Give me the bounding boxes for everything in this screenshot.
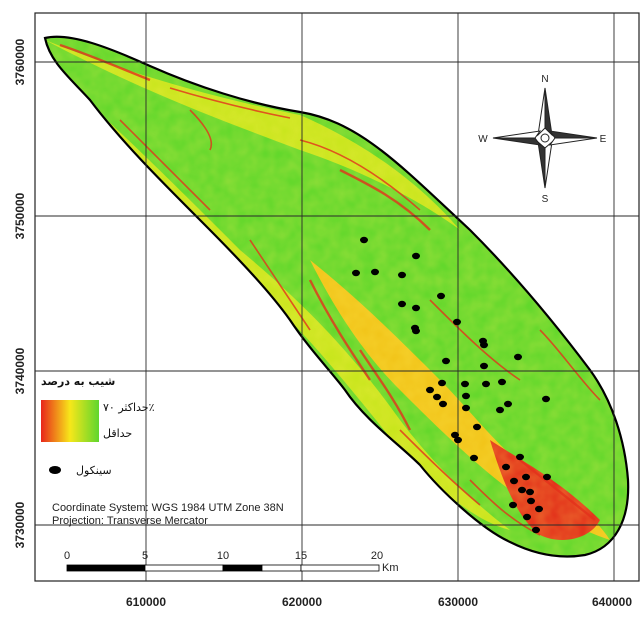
- legend-sinkhole-symbol: [49, 466, 61, 474]
- sinkhole-point: [412, 327, 420, 335]
- scale-label-10: 10: [217, 550, 229, 562]
- scale-seg-5-10: [144, 564, 224, 572]
- scale-label-5: 5: [142, 550, 148, 562]
- sinkhole-point: [398, 300, 406, 308]
- sinkhole-point: [462, 392, 470, 400]
- sinkhole-point: [438, 379, 446, 387]
- projection-text: Projection: Transverse Mercator: [52, 515, 208, 527]
- steep-ridge-lines: [59, 43, 601, 536]
- sinkhole-point: [371, 268, 379, 276]
- steep-ridge-line: [308, 279, 371, 381]
- sinkhole-point: [482, 380, 490, 388]
- sinkhole-point: [516, 453, 524, 461]
- north-label: N: [541, 74, 548, 85]
- sinkhole-point: [480, 362, 488, 370]
- sinkhole-point: [451, 431, 459, 439]
- steep-ridge-line: [249, 239, 311, 331]
- sinkhole-point: [454, 436, 462, 444]
- legend-title: شیب به درصد: [41, 375, 115, 388]
- scale-seg-10-15a: [222, 564, 263, 572]
- sinkhole-point: [542, 395, 550, 403]
- sinkhole-point: [496, 406, 504, 414]
- steep-ridge-line: [189, 109, 212, 151]
- sinkhole-point: [527, 497, 535, 505]
- steep-ridge-line: [469, 479, 541, 536]
- steep-ridge-line: [399, 429, 481, 506]
- sinkhole-point: [518, 486, 526, 494]
- sinkhole-point: [480, 341, 488, 349]
- sinkhole-point: [498, 378, 506, 386]
- sinkhole-point: [523, 513, 531, 521]
- legend-min-label: حداقل: [103, 427, 132, 440]
- sinkhole-point: [543, 473, 551, 481]
- sinkhole-point: [360, 236, 368, 244]
- sinkhole-point: [504, 400, 512, 408]
- sinkhole-point: [470, 454, 478, 462]
- scale-seg-0-5: [66, 564, 146, 572]
- coordinate-system-text: Coordinate System: WGS 1984 UTM Zone 38N: [52, 502, 284, 514]
- compass-rose-icon: [492, 87, 598, 189]
- legend: شیب به درصد حداکثر ۷۰٪ حداقل سینکول: [41, 375, 155, 477]
- sinkhole-point: [461, 380, 469, 388]
- west-label: W: [478, 134, 488, 145]
- steep-ridge-line: [429, 299, 521, 381]
- sinkhole-point: [412, 252, 420, 260]
- y-tick-3730000: 3730000: [13, 501, 27, 548]
- sinkhole-point: [509, 501, 517, 509]
- steep-ridge-line: [519, 459, 596, 521]
- sinkhole-point: [453, 318, 461, 326]
- sinkhole-point: [442, 357, 450, 365]
- sinkhole-point: [502, 463, 510, 471]
- legend-point-label: سینکول: [76, 464, 112, 477]
- sinkhole-point: [510, 477, 518, 485]
- sinkhole-point: [522, 473, 530, 481]
- x-tick-620000: 620000: [282, 595, 322, 609]
- legend-color-ramp: [41, 400, 99, 442]
- sinkhole-point: [473, 423, 481, 431]
- steep-ridge-line: [299, 139, 421, 211]
- scale-seg-10-15b: [261, 564, 302, 572]
- sinkhole-point: [532, 526, 540, 534]
- steep-ridge-line: [169, 87, 291, 119]
- sinkhole-points: [352, 236, 551, 534]
- y-tick-3740000: 3740000: [13, 347, 27, 394]
- south-label: S: [542, 194, 549, 205]
- steep-ridge-line: [539, 329, 601, 401]
- x-tick-610000: 610000: [126, 595, 166, 609]
- sinkhole-point: [426, 386, 434, 394]
- y-tick-3750000: 3750000: [13, 192, 27, 239]
- sinkhole-point: [514, 353, 522, 361]
- steep-ridge-line: [119, 119, 211, 211]
- sinkhole-point: [412, 304, 420, 312]
- scale-label-0: 0: [64, 550, 70, 562]
- sinkhole-point: [439, 400, 447, 408]
- y-tick-3760000: 3760000: [13, 38, 27, 85]
- basin-boundary: [43, 35, 630, 558]
- x-tick-630000: 630000: [438, 595, 478, 609]
- sinkhole-point: [352, 269, 360, 277]
- sinkhole-point: [398, 271, 406, 279]
- graticule: [35, 13, 639, 581]
- sinkhole-point: [462, 404, 470, 412]
- east-label: E: [600, 134, 607, 145]
- sinkhole-point: [535, 505, 543, 513]
- x-tick-640000: 640000: [592, 595, 632, 609]
- scale-label-15: 15: [295, 550, 307, 562]
- scale-seg-15-20: [300, 564, 380, 572]
- sinkhole-point: [437, 292, 445, 300]
- scale-unit: Km: [382, 562, 399, 574]
- sinkhole-point: [526, 488, 534, 496]
- scale-bar: 0 5 10 15 20 Km: [64, 550, 399, 574]
- sinkhole-point: [433, 393, 441, 401]
- steep-ridge-line: [359, 349, 412, 431]
- north-arrow: N S E W: [478, 74, 606, 205]
- legend-max-label: حداکثر ۷۰٪: [103, 401, 155, 414]
- scale-label-20: 20: [371, 550, 383, 562]
- steep-ridge-line: [339, 168, 431, 231]
